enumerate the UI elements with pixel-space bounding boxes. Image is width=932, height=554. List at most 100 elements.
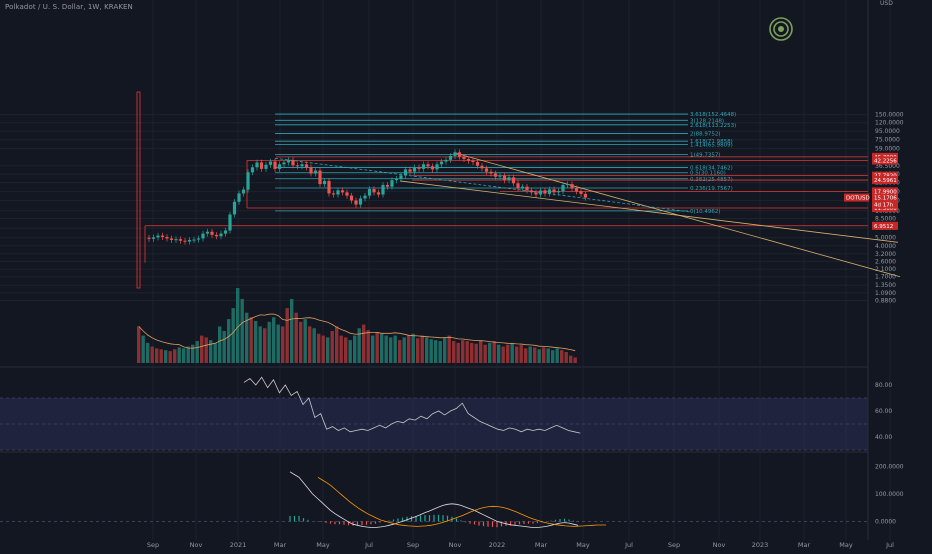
candle-body	[561, 184, 565, 192]
candle-body	[453, 152, 457, 156]
logo-ring-outer	[769, 17, 793, 41]
volume-bar	[533, 347, 537, 363]
y-tick-label: 75.0000	[875, 137, 900, 144]
candle-body	[178, 239, 183, 241]
fib-label: 1.414(65.9809)	[690, 142, 733, 148]
volume-bar	[429, 339, 433, 363]
volume-bar	[564, 352, 568, 363]
volume-bar	[182, 348, 186, 363]
volume-bar	[263, 328, 267, 363]
candle-body	[417, 167, 421, 169]
volume-bar	[326, 337, 330, 363]
volume-bar	[335, 326, 339, 363]
candle-body	[376, 192, 381, 195]
logo-icon	[769, 17, 793, 41]
rsi-layer	[0, 376, 868, 451]
y-tick-label: 95.0000	[875, 128, 900, 135]
y-tick-label: 120.0000	[875, 120, 904, 127]
x-tick-label: 2021	[230, 541, 247, 549]
candle-body	[448, 155, 453, 160]
candle-body	[277, 164, 282, 169]
volume-bar	[141, 335, 145, 363]
volume-bar	[200, 335, 204, 363]
candle-body	[475, 162, 480, 166]
volume-bar	[488, 342, 492, 363]
volume-bar	[425, 337, 429, 363]
candle-body	[331, 193, 336, 195]
volume-layer	[137, 288, 577, 363]
volume-bar	[411, 333, 415, 363]
volume-bar	[258, 326, 262, 363]
y-tick-label: 5.0000	[875, 235, 896, 242]
volume-bar	[528, 346, 532, 363]
candle-body	[439, 161, 444, 165]
candle-body	[471, 160, 475, 163]
candle-body	[385, 184, 390, 187]
candle-body	[336, 190, 340, 195]
volume-bar	[227, 319, 231, 363]
volume-bar	[344, 337, 348, 363]
candle-body	[327, 180, 331, 194]
volume-bar	[389, 337, 393, 363]
candle-body	[232, 201, 237, 215]
candle-body	[556, 191, 561, 193]
candle-body	[291, 159, 295, 166]
volume-bar	[339, 335, 343, 363]
fib-label: 1(49.7357)	[690, 153, 721, 159]
candle-body	[169, 238, 174, 240]
candle-body	[430, 166, 435, 170]
volume-bar	[218, 326, 222, 363]
candle-body	[480, 165, 484, 169]
fib-label: 0.5(30.1160)	[690, 171, 726, 177]
candle-body	[300, 164, 304, 167]
volume-bar	[384, 335, 388, 363]
first-candle-outline	[136, 91, 141, 289]
candle-body	[412, 167, 417, 172]
x-tick-label: May	[839, 541, 853, 549]
candle-body	[259, 162, 264, 169]
volume-bar	[461, 340, 465, 363]
volume-bar	[371, 335, 375, 363]
candle-body	[255, 162, 259, 168]
volume-bar	[519, 344, 523, 363]
volume-bar	[416, 338, 420, 363]
candle-body	[435, 164, 439, 170]
symbol-tag-label: DOTUSD	[846, 196, 870, 202]
candle-body	[520, 186, 525, 189]
candle-body	[394, 178, 399, 181]
rsi-tick-label: 40.00	[875, 434, 892, 441]
volume-bar	[524, 348, 528, 363]
volume-bar	[137, 326, 141, 363]
macd-signal-line	[317, 476, 606, 527]
y-tick-label: 3.2000	[875, 251, 896, 258]
volume-bar	[231, 308, 235, 363]
candle-body	[367, 189, 372, 196]
y-tick-label: 1.7000	[875, 274, 896, 281]
volume-bar	[537, 349, 541, 363]
rsi-tick-label: 80.00	[875, 382, 892, 389]
candle-body	[354, 200, 358, 205]
volume-bar	[146, 342, 150, 363]
x-tick-label: 2023	[752, 541, 769, 549]
y-tick-label: 0.8800	[875, 298, 896, 305]
x-tick-label: Mar	[274, 541, 287, 549]
volume-bar	[209, 340, 213, 363]
volume-bar	[501, 346, 505, 363]
candle-body	[246, 172, 250, 190]
volume-bar	[213, 342, 217, 363]
candle-body	[574, 188, 579, 192]
candle-body	[543, 190, 547, 194]
candle-body	[381, 184, 385, 195]
price-tag-label: 15.1706	[874, 196, 897, 202]
volume-bar	[294, 312, 298, 363]
y-tick-label: 4.0000	[875, 243, 896, 250]
candle-body	[358, 198, 363, 205]
chart-header: Polkadot / U. S. Dollar, 1W, KRAKEN	[5, 3, 133, 11]
volume-bar	[195, 341, 199, 363]
price-tag-box	[872, 221, 898, 230]
candle-body	[457, 152, 462, 157]
volume-bar	[407, 335, 411, 363]
volume-bar	[434, 340, 438, 363]
